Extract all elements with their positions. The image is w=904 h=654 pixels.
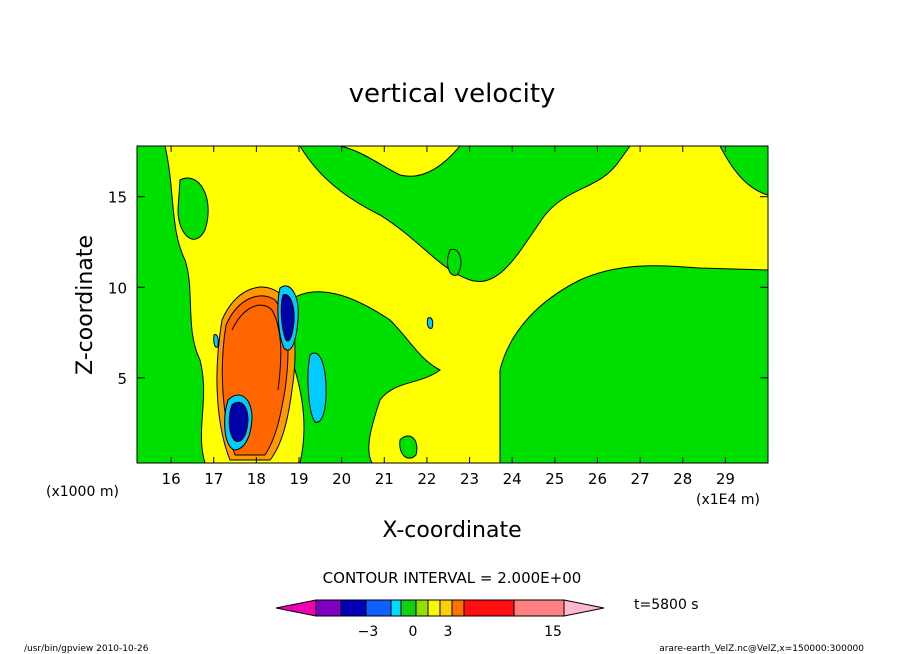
y-axis: 5 10 15	[108, 189, 768, 388]
x-tick-label: 23	[460, 470, 479, 488]
footer-left: /usr/bin/gpview 2010-10-26	[24, 644, 149, 654]
field-region-right	[499, 265, 768, 463]
x-tick-label: 25	[545, 470, 564, 488]
field-region-small-3	[399, 435, 418, 459]
y-tick-label: 5	[117, 370, 127, 388]
y-tick-label: 10	[108, 279, 127, 297]
colorbar-box	[427, 599, 441, 617]
chart-title: vertical velocity	[349, 79, 556, 109]
x-tick-label: 16	[162, 470, 181, 488]
x-tick-label: 21	[375, 470, 394, 488]
field-region-left	[137, 146, 206, 463]
downdraft-upper-core	[280, 294, 295, 342]
downdraft-lower-core	[228, 401, 249, 443]
downdraft-small	[426, 317, 434, 329]
x-tick-label: 27	[631, 470, 650, 488]
field-region-small-1	[177, 177, 209, 240]
colorbar: −3 0 3 15	[275, 599, 605, 640]
colorbar-box	[340, 599, 367, 617]
colorbar-box	[365, 599, 392, 617]
downdraft-small-2	[213, 334, 219, 348]
downdraft-right	[307, 352, 327, 423]
footer-right: arare-earth_VelZ.nc@VelZ,x=150000:300000	[659, 644, 864, 654]
colorbar-tick-label: 15	[544, 624, 562, 640]
x-tick-label: 17	[204, 470, 223, 488]
updraft-contour-inner	[231, 304, 282, 391]
x-tick-label: 26	[588, 470, 607, 488]
x-axis: 16 17 18 19 20 21 22 23 24 25 26 27 28 29	[162, 146, 735, 488]
time-label: t=5800 s	[634, 597, 699, 613]
colorbar-box	[315, 599, 342, 617]
colorbar-box	[390, 599, 402, 617]
field-region-upper	[137, 146, 631, 283]
colorbar-box	[513, 599, 565, 617]
contour-interval: CONTOUR INTERVAL = 2.000E+00	[323, 569, 582, 587]
y-tick-label: 15	[108, 189, 127, 207]
colorbar-tick-label: 0	[409, 624, 418, 640]
x-tick-label: 29	[716, 470, 735, 488]
field-region-small-2	[447, 248, 462, 276]
x-tick-label: 24	[503, 470, 522, 488]
x-tick-label: 20	[332, 470, 351, 488]
x-axis-label: X-coordinate	[382, 518, 521, 543]
x-tick-label: 22	[417, 470, 436, 488]
y-axis-label: Z-coordinate	[73, 235, 98, 375]
x-tick-label: 19	[289, 470, 308, 488]
colorbar-tick-label: 3	[444, 624, 453, 640]
colorbar-box	[400, 599, 417, 617]
colorbar-over-arrow	[563, 599, 605, 617]
x-unit-left: (x1000 m)	[46, 484, 119, 500]
colorbar-box	[451, 599, 465, 617]
colorbar-box	[415, 599, 429, 617]
x-tick-label: 18	[247, 470, 266, 488]
colorbar-box	[463, 599, 515, 617]
colorbar-under-arrow	[275, 599, 317, 617]
colorbar-tick-label: −3	[358, 624, 379, 640]
x-tick-label: 28	[673, 470, 692, 488]
x-unit-right: (x1E4 m)	[696, 492, 760, 508]
colorbar-box	[439, 599, 453, 617]
field-region-mid	[284, 291, 441, 463]
velocity-field	[137, 146, 768, 463]
plot-frame	[136, 145, 769, 464]
